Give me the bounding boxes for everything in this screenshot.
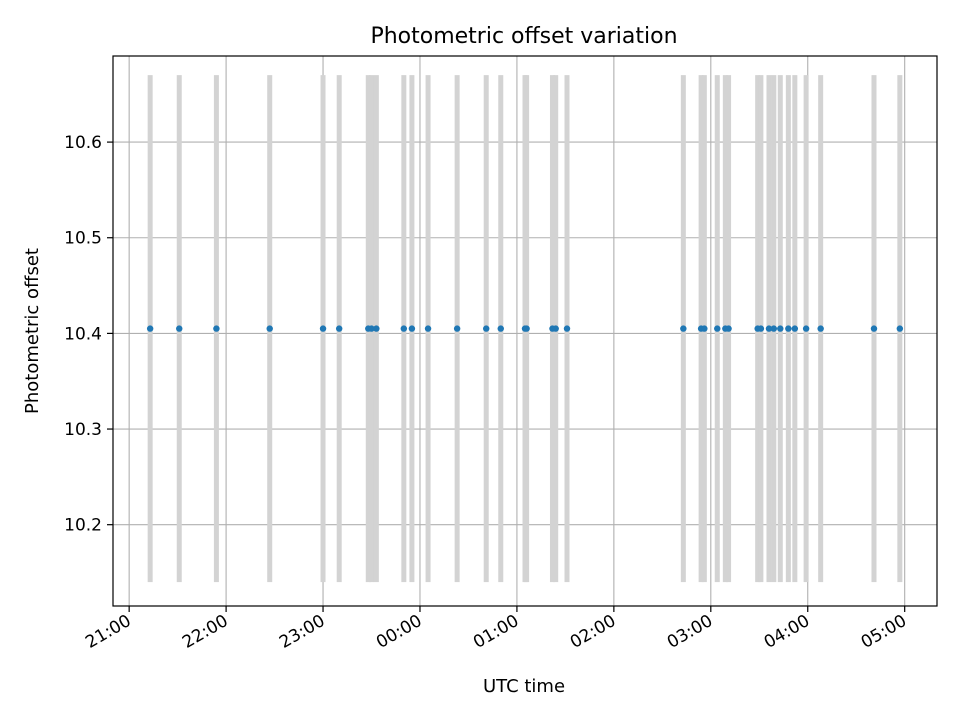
data-point xyxy=(400,325,408,332)
data-point xyxy=(497,325,504,332)
data-point xyxy=(552,325,559,332)
chart-title: Photometric offset variation xyxy=(370,24,677,49)
y-tick-label: 10.2 xyxy=(64,516,102,536)
data-point xyxy=(213,325,220,332)
y-axis-label: Photometric offset xyxy=(22,248,43,414)
x-tick-label: 02:00 xyxy=(567,611,619,653)
x-tick-label: 21:00 xyxy=(82,611,134,653)
data-point xyxy=(765,325,773,332)
data-point xyxy=(266,325,273,332)
data-point xyxy=(680,325,687,332)
x-tick-label: 01:00 xyxy=(470,611,522,653)
data-point xyxy=(368,325,375,332)
data-point xyxy=(870,325,878,332)
data-point xyxy=(176,325,183,332)
data-point xyxy=(523,325,530,332)
data-point xyxy=(777,325,784,332)
data-point xyxy=(757,325,765,332)
data-point xyxy=(483,325,490,332)
x-tick-label: 00:00 xyxy=(373,611,425,653)
x-axis-ticks: 21:00 22:00 23:00 00:00 01:00 02:00 03:00 04:00… xyxy=(82,606,910,653)
data-points xyxy=(146,325,904,332)
data-point xyxy=(817,325,824,332)
data-point xyxy=(802,325,810,332)
data-point xyxy=(563,325,571,332)
y-tick-label: 10.6 xyxy=(64,133,102,153)
y-tick-label: 10.5 xyxy=(64,229,102,249)
y-axis-ticks: 10.2 10.3 10.4 10.5 10.6 xyxy=(64,133,113,536)
x-tick-label: 04:00 xyxy=(761,611,813,653)
x-tick-label: 23:00 xyxy=(276,611,328,653)
data-point xyxy=(424,325,432,332)
data-point xyxy=(373,325,380,332)
data-point xyxy=(146,325,154,332)
data-point xyxy=(770,325,778,332)
data-point xyxy=(453,325,461,332)
x-axis-label: UTC time xyxy=(483,676,565,697)
x-tick-label: 22:00 xyxy=(179,611,231,653)
x-tick-label: 03:00 xyxy=(664,611,716,653)
data-point xyxy=(785,325,792,332)
data-point xyxy=(319,325,327,332)
data-point xyxy=(408,325,416,332)
data-point xyxy=(714,325,721,332)
y-tick-label: 10.4 xyxy=(64,324,102,344)
data-point xyxy=(335,325,343,332)
data-point xyxy=(791,325,799,332)
x-tick-label: 05:00 xyxy=(858,611,910,653)
plot-frame xyxy=(112,55,938,607)
data-point xyxy=(701,325,708,332)
y-tick-label: 10.3 xyxy=(64,420,102,440)
data-point xyxy=(896,325,904,332)
data-point xyxy=(725,325,732,332)
